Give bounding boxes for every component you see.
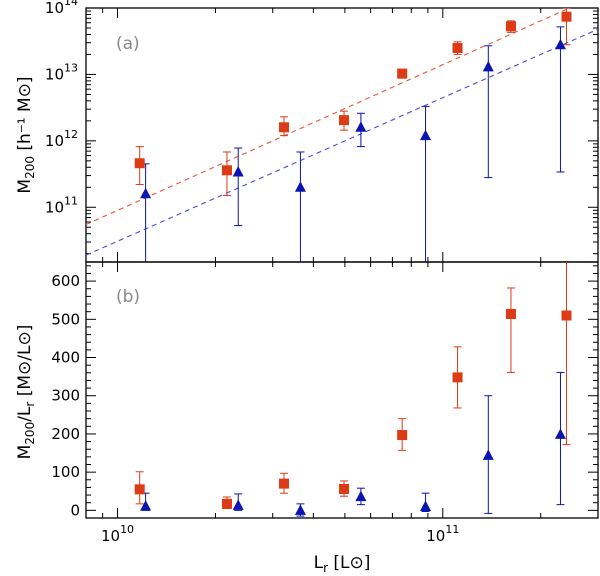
blue-triangle-marker [294,504,306,515]
blue-triangle-marker [355,490,367,502]
red-square-marker [505,21,516,32]
blue-triangle-marker [420,500,432,512]
y-tick-label: 0 [70,501,80,519]
y-label-rest: [M⊙/L⊙] [15,325,35,402]
red-square-marker [397,430,408,441]
panel-b-y-tick-labels: 0 100 200 300 400 500 600 [51,272,80,519]
y-label-main: M [15,179,35,194]
y-tick-label: 200 [51,425,80,443]
red-square-marker [134,158,145,169]
y-tick-label: 100 [51,463,80,481]
tick-base: 10 [426,527,445,545]
y-tick-label: 400 [51,349,80,367]
y-label-main: M [15,445,35,460]
blue-triangle-marker [232,499,244,510]
panel-b-frame [85,261,599,519]
panel-a-fit-lines [86,8,598,256]
blue-triangle-marker [482,60,494,72]
panel-a-label: (a) [116,34,140,54]
red-fit-line [86,8,570,226]
panel-b-label: (b) [116,287,140,307]
panel-a-markers [134,11,572,199]
panel-a-error-bars [135,8,571,262]
tick-exponent: 11 [64,194,78,207]
y-label-sub: 200 [23,422,37,445]
x-label-sub: r [323,561,328,575]
y-label-mid: /L [15,406,35,422]
panel-a-y-axis-label: M200 [h⁻¹ M⊙] [15,76,37,193]
red-square-marker [561,310,572,321]
x-axis-label: Lr [L⊙] [314,553,371,575]
tick-base: 10 [45,0,64,17]
blue-triangle-marker [554,38,566,50]
panel-a-frame [85,7,599,263]
tick-base: 10 [45,132,64,150]
y-label-rest: [h⁻¹ M⊙] [15,76,35,156]
blue-triangle-marker [482,449,494,460]
blue-fit-line [86,28,598,256]
tick-exponent: 13 [64,61,78,74]
red-square-marker [452,372,463,383]
x-label-main: L [314,553,324,573]
red-square-marker [397,68,408,79]
y-tick-label: 1011 [45,194,78,216]
y-tick-label: 1013 [45,61,78,83]
panel-a-ticks [85,8,599,262]
panel-b-x-tick-labels: 1010 1011 [101,523,459,545]
red-square-marker [339,483,350,494]
tick-exponent: 11 [445,523,459,536]
blue-triangle-marker [294,181,306,192]
blue-triangle-marker [420,129,432,141]
tick-exponent: 14 [64,0,78,8]
blue-triangle-marker [554,428,566,439]
red-square-marker [339,115,350,126]
blue-triangle-marker [140,187,152,199]
y-tick-label: 1014 [45,0,78,17]
panel-b-markers [134,308,572,515]
panel-b-error-bars [135,262,571,517]
red-square-marker [221,165,232,176]
tick-exponent: 12 [64,128,78,141]
x-tick-label: 1010 [101,523,134,545]
tick-base: 10 [45,198,64,216]
y-label-sub: 200 [23,156,37,179]
red-square-marker [279,478,290,489]
y-label-sub2: r [23,402,37,407]
y-tick-label: 1012 [45,128,78,150]
panel-b-y-axis-label: M200/Lr [M⊙/L⊙] [15,325,37,460]
tick-base: 10 [101,527,120,545]
red-square-marker [505,308,516,319]
y-tick-label: 300 [51,387,80,405]
x-tick-label: 1011 [426,523,459,545]
tick-exponent: 10 [120,523,134,536]
y-tick-label: 600 [51,272,80,290]
panel-b-ticks [85,262,599,518]
red-square-marker [279,122,290,133]
blue-triangle-marker [232,165,244,177]
y-tick-label: 500 [51,310,80,328]
blue-triangle-marker [140,500,152,511]
blue-triangle-marker [355,121,367,132]
x-label-rest: [L⊙] [328,553,370,573]
red-square-marker [221,498,232,509]
tick-base: 10 [45,65,64,83]
red-square-marker [561,11,572,22]
red-square-marker [452,42,463,53]
red-square-marker [134,484,145,495]
